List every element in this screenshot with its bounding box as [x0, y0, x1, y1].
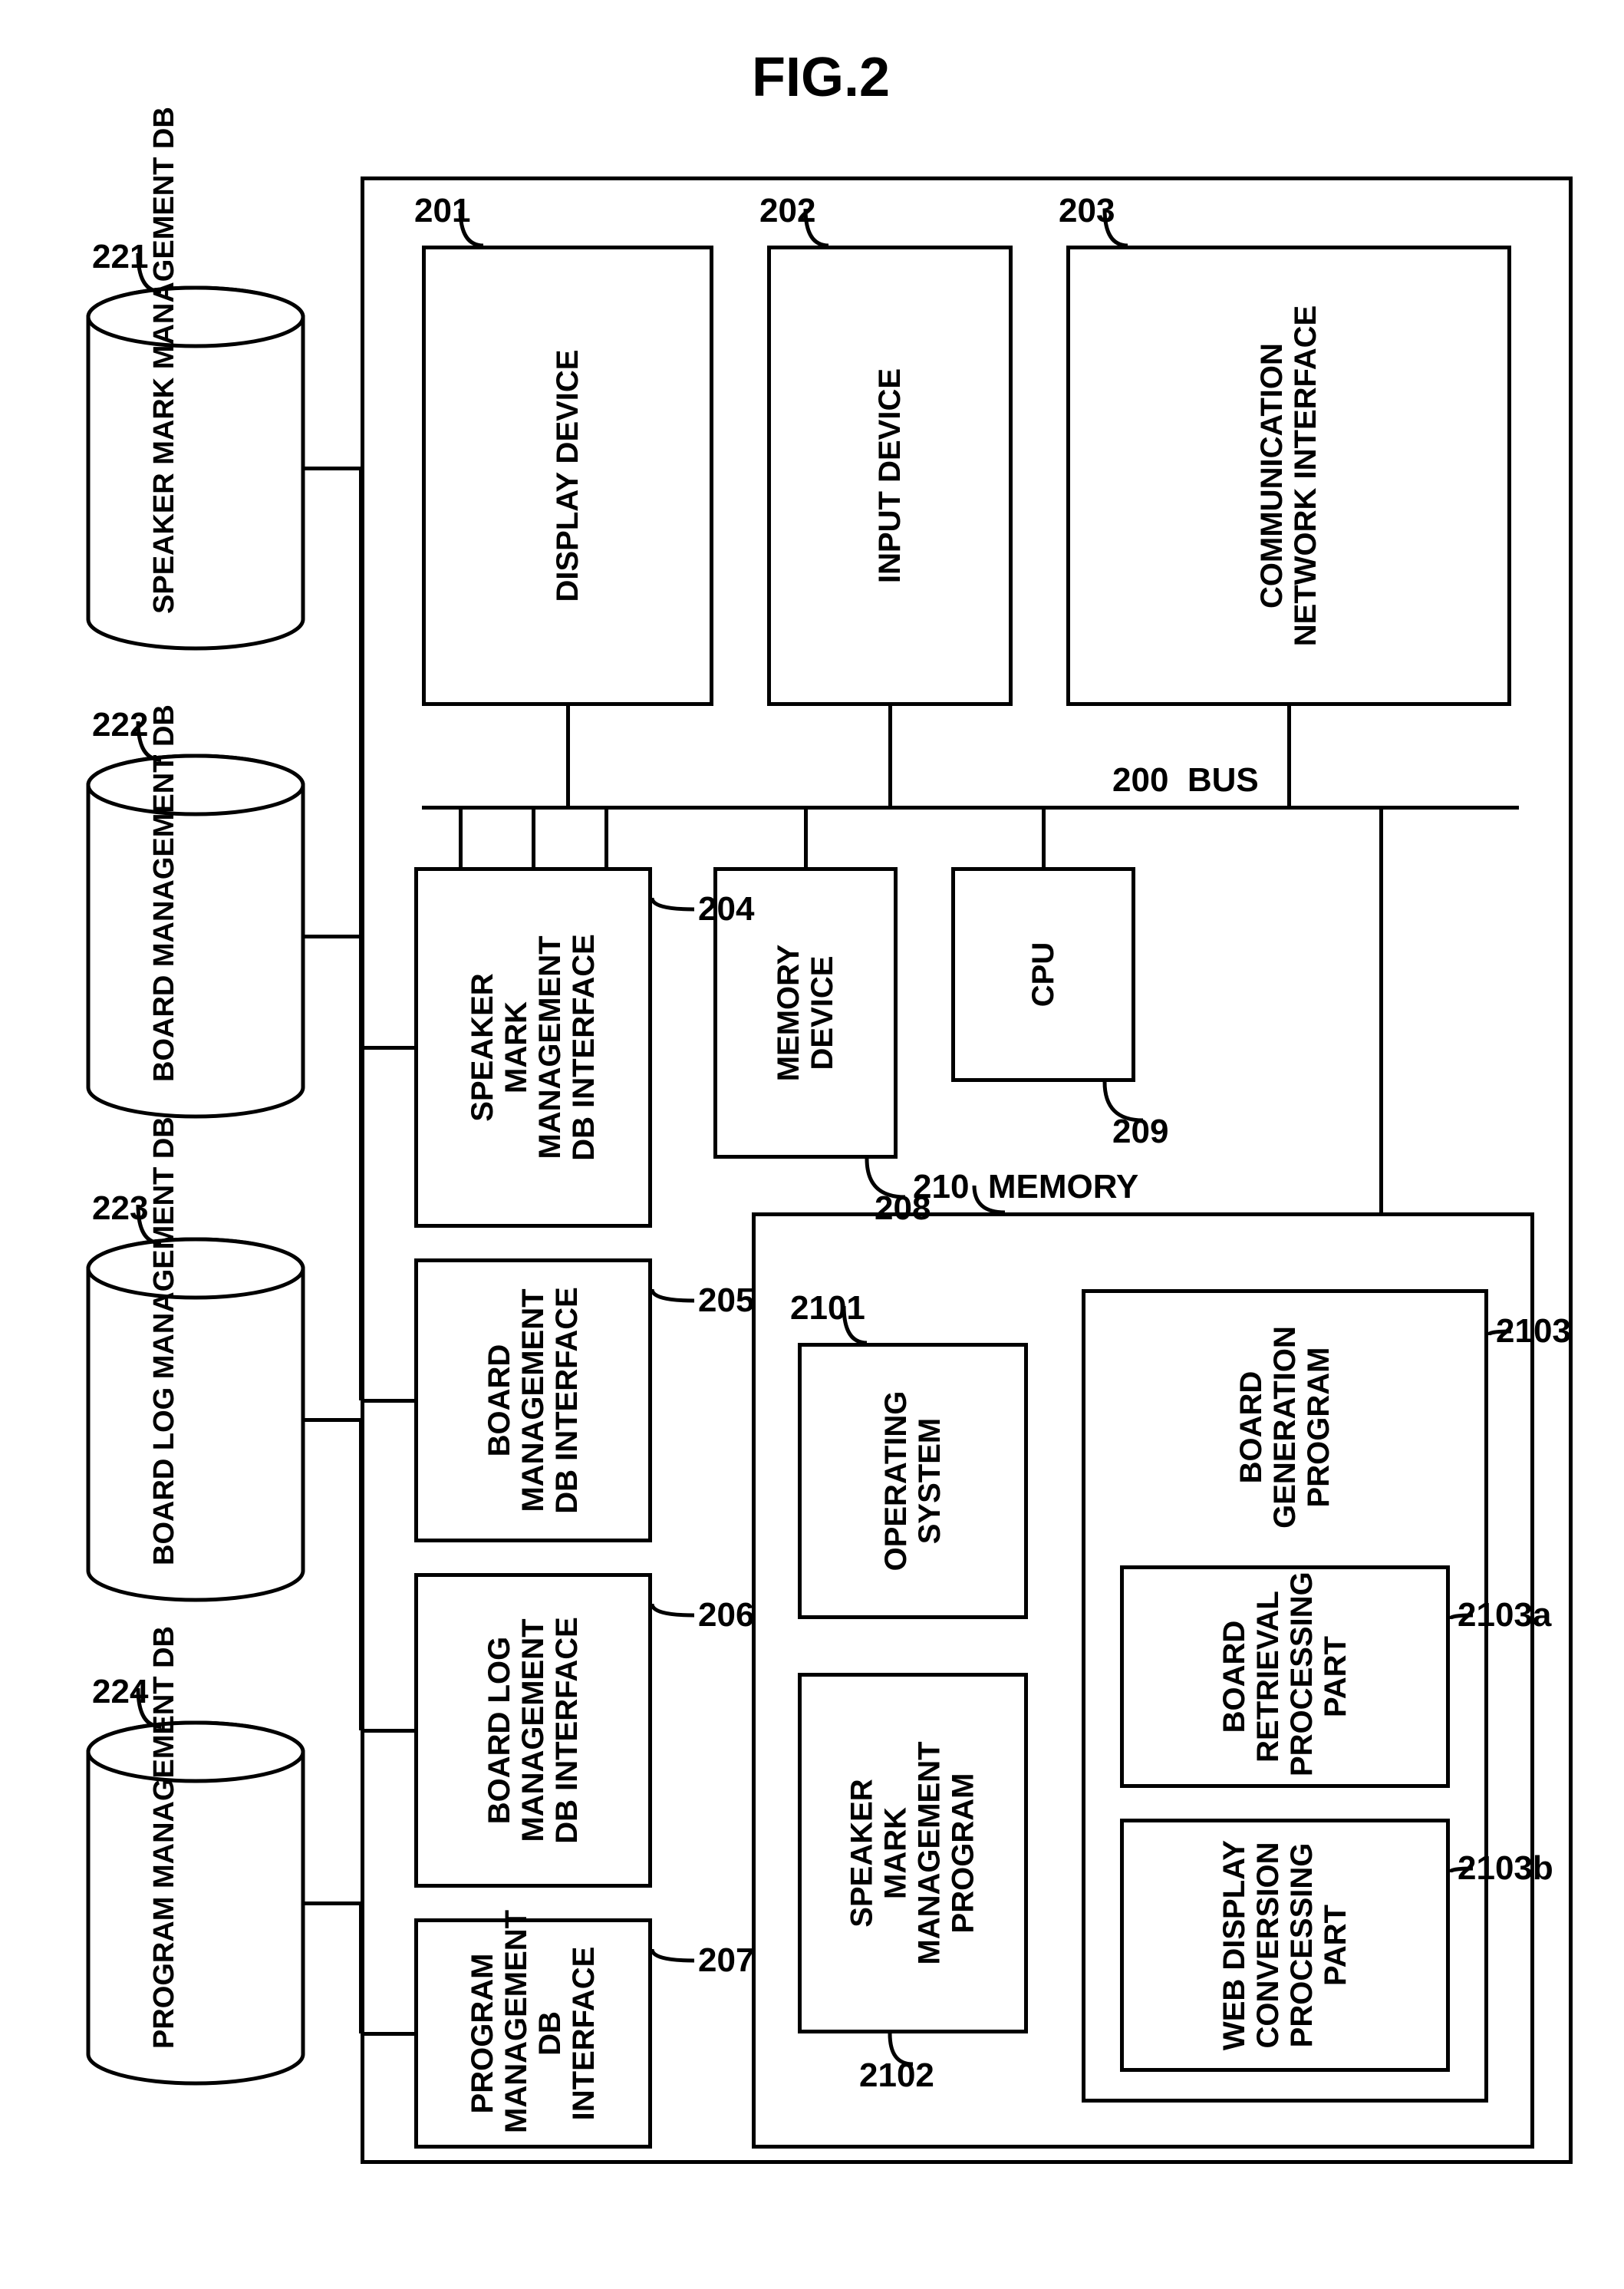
diagram-canvas: FIG.2101 COMMUNITY MANAGEMENT SERVERDISP…	[31, 31, 1593, 2258]
